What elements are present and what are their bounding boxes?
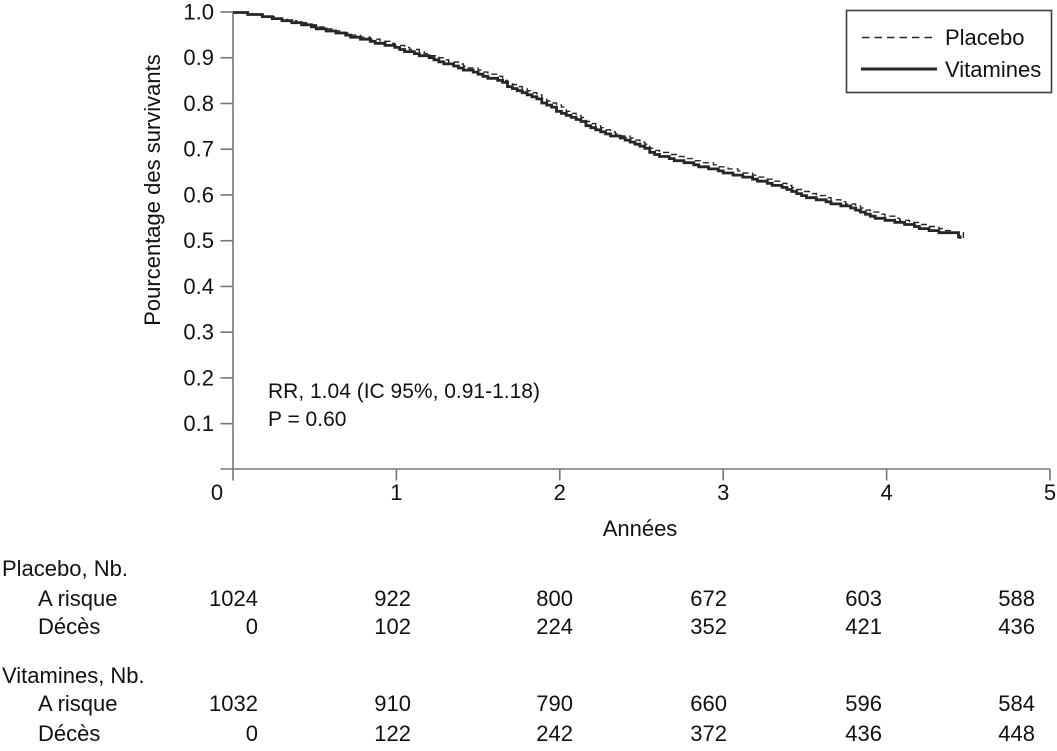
risk-table-value: 0 <box>246 721 258 746</box>
x-tick-label: 4 <box>880 480 892 505</box>
risk-table-value: 1024 <box>209 586 258 611</box>
risk-table-value: 352 <box>690 614 727 639</box>
legend-box <box>845 9 1053 94</box>
y-tick-label: 1.0 <box>183 0 214 25</box>
x-axis-title: Années <box>603 516 678 541</box>
risk-table-value: 421 <box>845 614 882 639</box>
x-tick-label: 2 <box>554 480 566 505</box>
x-tick-label: 3 <box>717 480 729 505</box>
risk-table-value: 910 <box>374 691 411 716</box>
risk-table-value: 660 <box>690 691 727 716</box>
y-tick-label: 0.2 <box>183 365 214 390</box>
risk-table-value: 588 <box>998 586 1035 611</box>
annotation-rr: RR, 1.04 (IC 95%, 0.91-1.18) <box>268 380 540 403</box>
risk-table: Placebo, Nb. A risque 1024 922 800 672 603 588 D… <box>2 556 1035 746</box>
risk-table-value: 596 <box>845 691 882 716</box>
risk-table-value: 800 <box>536 586 573 611</box>
risk-table-value: 0 <box>246 614 258 639</box>
risk-table-value: 436 <box>998 614 1035 639</box>
survival-curves <box>233 11 965 241</box>
legend-label-placebo: Placebo <box>945 25 1025 50</box>
risk-table-row-label: Décès <box>38 721 100 746</box>
annotation-p-value: P = 0.60 <box>268 408 346 431</box>
axes: 0.1 0.2 0.3 0.4 0.5 0.6 0.7 0.8 0.9 1.0 0 1 2 3 4 5 <box>183 0 1056 505</box>
risk-table-value: 1032 <box>209 691 258 716</box>
y-tick-label: 0.5 <box>183 228 214 253</box>
risk-table-value: 584 <box>998 691 1035 716</box>
y-tick-label: 0.9 <box>183 45 214 70</box>
y-tick-label: 0.7 <box>183 137 214 162</box>
y-axis-title: Pourcentage des survivants <box>140 54 165 326</box>
y-tick-label: 0.6 <box>183 182 214 207</box>
y-tick-label: 0.3 <box>183 320 214 345</box>
legend: Placebo Vitamines <box>845 9 1053 94</box>
risk-table-value: 122 <box>374 721 411 746</box>
risk-table-group-label: Placebo, Nb. <box>2 556 128 581</box>
risk-table-value: 790 <box>536 691 573 716</box>
vitamines-curve <box>233 11 962 239</box>
y-tick-label: 0.4 <box>183 274 214 299</box>
risk-table-value: 448 <box>998 721 1035 746</box>
placebo-curve <box>233 11 965 241</box>
risk-table-value: 603 <box>845 586 882 611</box>
y-tick-label: 0.1 <box>183 411 214 436</box>
risk-table-value: 672 <box>690 586 727 611</box>
risk-table-row-label: Décès <box>38 614 100 639</box>
risk-table-value: 436 <box>845 721 882 746</box>
risk-table-row-label: A risque <box>38 691 118 716</box>
risk-table-value: 242 <box>536 721 573 746</box>
risk-table-group-label: Vitamines, Nb. <box>2 663 145 688</box>
risk-table-value: 372 <box>690 721 727 746</box>
y-tick-label: 0.8 <box>183 91 214 116</box>
risk-table-row-label: A risque <box>38 586 118 611</box>
risk-table-value: 102 <box>374 614 411 639</box>
risk-table-value: 922 <box>374 586 411 611</box>
x-tick-label: 1 <box>390 480 402 505</box>
x-tick-label: 0 <box>211 480 223 505</box>
x-tick-label: 5 <box>1044 480 1056 505</box>
risk-table-value: 224 <box>536 614 573 639</box>
legend-label-vitamines: Vitamines <box>945 57 1041 82</box>
